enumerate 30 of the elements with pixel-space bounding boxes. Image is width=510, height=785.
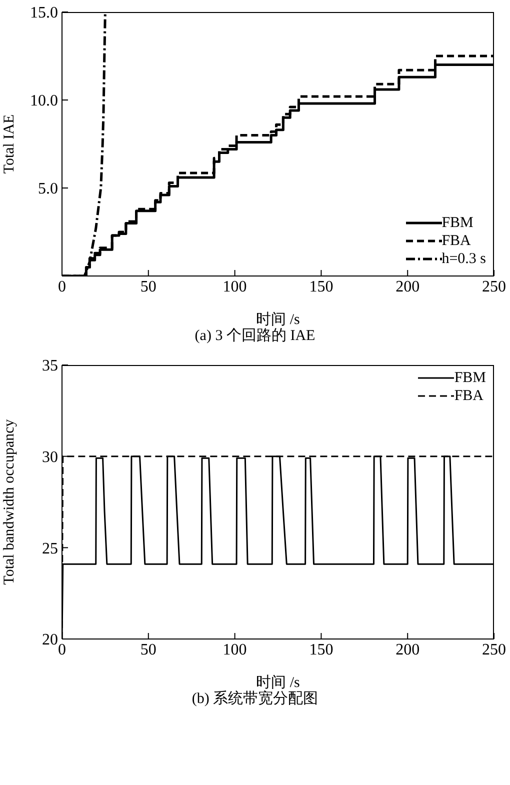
legend-label: h=0.3 s <box>442 250 486 268</box>
x-tick-label: 100 <box>222 641 247 658</box>
x-tick-label: 100 <box>222 278 247 296</box>
y-tick-label: 25 <box>42 540 58 558</box>
x-tick-label: 50 <box>140 278 156 296</box>
y-tick-label: 15.0 <box>30 4 58 22</box>
legend-label: FBM <box>442 214 474 232</box>
x-tick-label: 0 <box>58 641 66 658</box>
y-tick-label: 30 <box>42 449 58 466</box>
text: (a) 3 个回路的 IAE <box>194 326 316 345</box>
y-tick-label: 10.0 <box>30 92 58 110</box>
x-tick-label: 0 <box>58 278 66 296</box>
x-tick-label: 200 <box>396 278 420 296</box>
x-tick-label: 50 <box>140 641 156 658</box>
y-axis-title: Total IAE <box>1 114 18 174</box>
text: (b) 系统带宽分配图 <box>190 689 320 708</box>
x-tick-label: 250 <box>482 641 506 658</box>
x-tick-label: 150 <box>309 641 334 658</box>
x-axis-title: 时间 /s <box>256 311 300 328</box>
y-tick-label: 35 <box>42 358 58 375</box>
legend-label: FBA <box>442 232 471 250</box>
legend-label: FBA <box>454 387 484 405</box>
legend-label: FBM <box>454 369 486 387</box>
x-tick-label: 200 <box>396 641 420 658</box>
y-tick-label: 5.0 <box>38 180 58 198</box>
x-tick-label: 250 <box>482 278 506 296</box>
y-tick-label: 20 <box>42 632 58 649</box>
y-axis-title: Total bandwidth occupancy <box>1 418 18 585</box>
x-axis-title: 时间 /s <box>256 674 300 691</box>
x-tick-label: 150 <box>309 278 334 296</box>
